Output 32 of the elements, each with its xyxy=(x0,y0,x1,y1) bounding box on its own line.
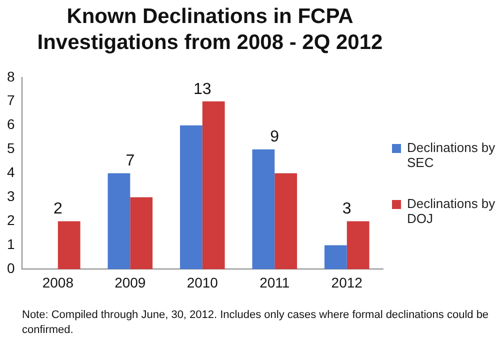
total-label: 9 xyxy=(270,128,280,146)
bar xyxy=(180,125,202,270)
bar xyxy=(58,221,80,270)
x-tick-label: 2012 xyxy=(331,274,363,290)
total-label: 3 xyxy=(342,200,352,218)
legend-label: Declinations by DOJ xyxy=(407,196,496,226)
x-tick-label: 2010 xyxy=(186,274,218,290)
bar xyxy=(346,221,370,270)
bar xyxy=(252,149,275,270)
text: Note: Compiled through June, 30, 2012. Includes only cases where formal declinations could be confirmed. xyxy=(22,308,490,338)
y-tick-label: 1 xyxy=(6,236,15,252)
y-tick-label: 8 xyxy=(6,68,15,84)
y-tick-label: 6 xyxy=(6,116,15,132)
total-label: 2 xyxy=(53,200,62,218)
bar xyxy=(108,173,130,270)
x-tick-label: 2009 xyxy=(114,274,146,290)
legend-label: Declinations by SEC xyxy=(407,140,496,170)
y-tick-label: 7 xyxy=(6,92,15,108)
x-tick-label: 2011 xyxy=(260,274,290,290)
total-label: 7 xyxy=(126,152,135,170)
bar xyxy=(324,245,347,270)
y-tick-label: 0 xyxy=(6,260,15,276)
bar xyxy=(202,101,225,270)
total-label: 13 xyxy=(193,80,212,98)
y-tick-label: 3 xyxy=(6,188,15,204)
bar xyxy=(274,173,298,270)
bar xyxy=(130,197,153,270)
y-tick-label: 2 xyxy=(6,212,15,228)
y-tick-label: 5 xyxy=(6,140,15,156)
x-tick-label: 2008 xyxy=(42,274,74,290)
y-tick-label: 4 xyxy=(6,164,15,180)
chart-title: Known Declinations in FCPA Investigations from 2008 - 2Q 2012 xyxy=(36,4,384,56)
